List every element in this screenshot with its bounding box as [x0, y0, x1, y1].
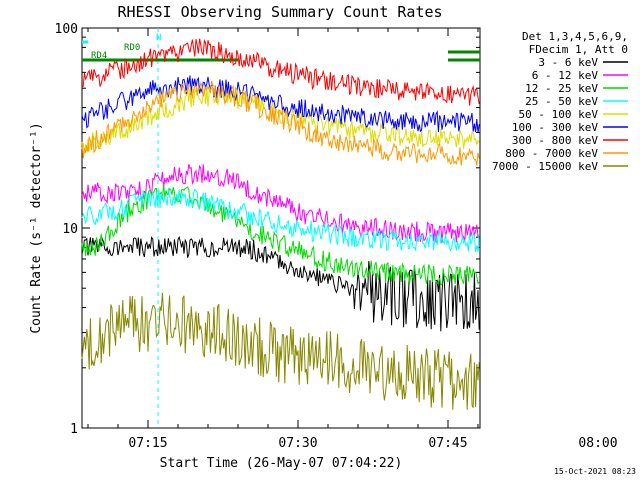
legend: Det 1,3,4,5,6,9, FDecim 1, Att 0 3 - 6 k… — [492, 30, 628, 173]
series-lines — [81, 38, 480, 410]
series-line — [81, 235, 480, 332]
series-line — [81, 292, 480, 410]
y-axis-label: Count Rate (s⁻¹ detector⁻¹) — [29, 122, 44, 333]
legend-header-line-2: FDecim 1, Att 0 — [529, 43, 628, 56]
axis-ticks — [82, 28, 480, 429]
attenuator-bars: N RD0 RD4 — [82, 33, 480, 62]
legend-label: 50 - 100 keV — [519, 108, 599, 121]
chart-title: RHESSI Observing Summary Count Rates — [117, 3, 442, 21]
legend-header-line-1: Det 1,3,4,5,6,9, — [522, 30, 628, 43]
y-tick-label: 100 — [55, 22, 78, 37]
series-line — [81, 75, 480, 133]
series-line — [81, 187, 480, 252]
y-tick-label: 10 — [62, 222, 78, 237]
attenuator-bar-label: RD4 — [91, 51, 107, 61]
x-tick-label: 07:15 — [128, 436, 167, 451]
legend-label: 6 - 12 keV — [532, 69, 599, 82]
attenuator-bar-label: N — [156, 33, 161, 43]
y-tick-labels: 1 10 100 — [55, 22, 78, 437]
legend-label: 100 - 300 keV — [512, 121, 598, 134]
legend-label: 25 - 50 keV — [525, 95, 598, 108]
x-tick-label: 07:30 — [278, 436, 317, 451]
generation-timestamp: 15-Oct-2021 08:23 — [554, 467, 636, 476]
legend-label: 3 - 6 keV — [538, 56, 598, 69]
series-line — [81, 85, 480, 154]
series-line — [81, 184, 480, 286]
series-line — [81, 164, 480, 243]
attenuator-bar-label: RD0 — [124, 43, 140, 53]
series-line — [81, 38, 480, 106]
legend-label: 800 - 7000 keV — [505, 147, 598, 160]
x-tick-label: 07:45 — [428, 436, 467, 451]
legend-label: 12 - 25 keV — [525, 82, 598, 95]
legend-label: 7000 - 15000 keV — [492, 160, 598, 173]
x-axis-label: Start Time (26-May-07 07:04:22) — [160, 456, 403, 471]
y-tick-label: 1 — [70, 422, 78, 437]
legend-label: 300 - 800 keV — [512, 134, 598, 147]
series-line — [81, 80, 480, 166]
x-tick-label: 08:00 — [578, 436, 617, 451]
